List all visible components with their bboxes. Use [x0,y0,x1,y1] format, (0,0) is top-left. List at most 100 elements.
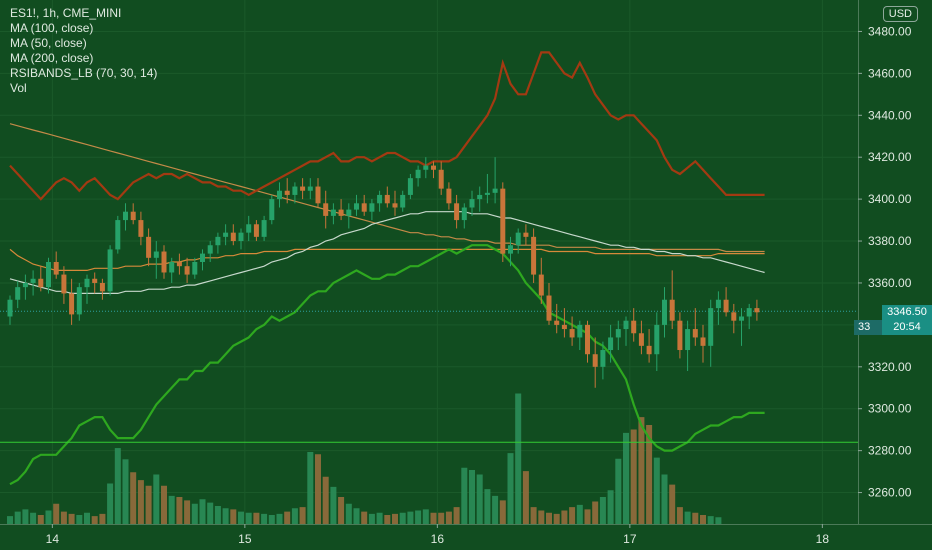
ma50-line [9,211,765,294]
candle-body [492,188,498,193]
candle-body [192,262,198,275]
candle-body [484,192,490,195]
volume-bar [692,512,699,524]
volume-bar [207,502,214,524]
time-tick-label: 15 [238,532,252,546]
candle-body [53,262,59,275]
volume-bar [191,503,198,524]
currency-button[interactable]: USD [882,6,918,22]
legend-item-vol[interactable]: Vol [10,81,27,95]
volume-bar [99,513,106,524]
volume-bar [392,513,398,524]
candle-body [469,199,475,208]
candle-body [30,278,36,283]
candle-body [577,324,583,338]
candle-body [638,333,644,346]
volume-bar [176,497,183,524]
legend-symbol[interactable]: ES1!, 1h, CME_MINI [10,6,122,20]
volume-bar [361,511,368,524]
legend-item-ma100[interactable]: MA (100, close) [10,21,94,35]
candle-body [307,186,313,191]
candle-body [615,329,621,338]
candlesticks [7,157,760,388]
volume-bar [307,452,314,524]
volume-bar [345,503,352,524]
volume-bar [114,448,121,524]
candle-body [569,329,575,338]
time-tick-label: 14 [46,532,60,546]
candle-body [423,165,429,170]
countdown-label: 20:54 [882,320,932,335]
volume-bar [145,485,152,524]
legend-item-ma200[interactable]: MA (200, close) [10,51,94,65]
volume-bar [469,470,475,524]
candle-body [685,329,691,351]
volume-bar [630,429,637,524]
candle-body [400,194,406,208]
volume-bar [315,454,321,524]
candle-body [731,312,737,321]
candle-body [461,207,467,221]
grid [0,0,858,524]
volume-bar [7,516,13,524]
volume-bar [607,490,614,524]
candle-body [107,249,113,292]
volume-bar [276,513,283,524]
candle-body [215,236,221,246]
candle-body [415,169,421,179]
ma200-line [9,123,765,253]
price-tick-label: 3480.00 [868,24,912,38]
legend: ES1!, 1h, CME_MINI MA (100, close) MA (5… [10,6,157,96]
volume-bar [476,474,483,524]
legend-item-rsibands[interactable]: RSIBANDS_LB (70, 30, 14) [10,66,158,80]
candle-body [477,194,483,200]
volume-bar [638,417,645,524]
candle-body [76,287,82,315]
candle-body [531,236,537,275]
candle-body [238,232,244,242]
volume-bar [676,507,683,524]
volume-bar [122,459,129,524]
candle-body [361,203,367,212]
volume-bar [137,480,144,524]
rsiband-upper-line [9,51,765,201]
candle-body [700,337,706,346]
candle-body [284,190,290,195]
legend-item-ma50[interactable]: MA (50, close) [10,36,87,50]
candle-body [92,278,98,283]
candle-body [515,232,521,246]
candle-body [223,232,229,237]
volume-bar [30,512,37,524]
volume-bar [376,512,383,524]
candle-body [384,194,390,204]
volume-bar [222,508,229,524]
candle-body [623,320,629,330]
candle-body [315,186,321,204]
volume-bar [584,509,591,524]
candle-body [123,211,128,221]
volume-bar [107,483,114,524]
volume-bar [268,515,275,524]
candle-body [354,203,359,210]
candle-body [446,188,452,204]
volume-bar [499,500,506,524]
volume-bar [623,432,629,524]
candle-body [138,220,144,237]
volume-bar [461,467,468,524]
volume-bar [569,507,576,524]
candle-body [662,299,667,325]
candle-body [176,262,182,267]
volume-bar [238,511,244,524]
candle-body [392,203,398,208]
volume-bar [399,512,406,524]
candle-body [746,308,752,317]
candle-body [654,324,660,355]
candle-body [454,203,460,221]
last-price-label: 3346.50 [882,305,932,320]
volume-bar [84,512,90,524]
candle-body [523,232,529,237]
volume-bar [14,511,21,524]
volume-bar [515,393,522,524]
candle-body [715,299,721,309]
